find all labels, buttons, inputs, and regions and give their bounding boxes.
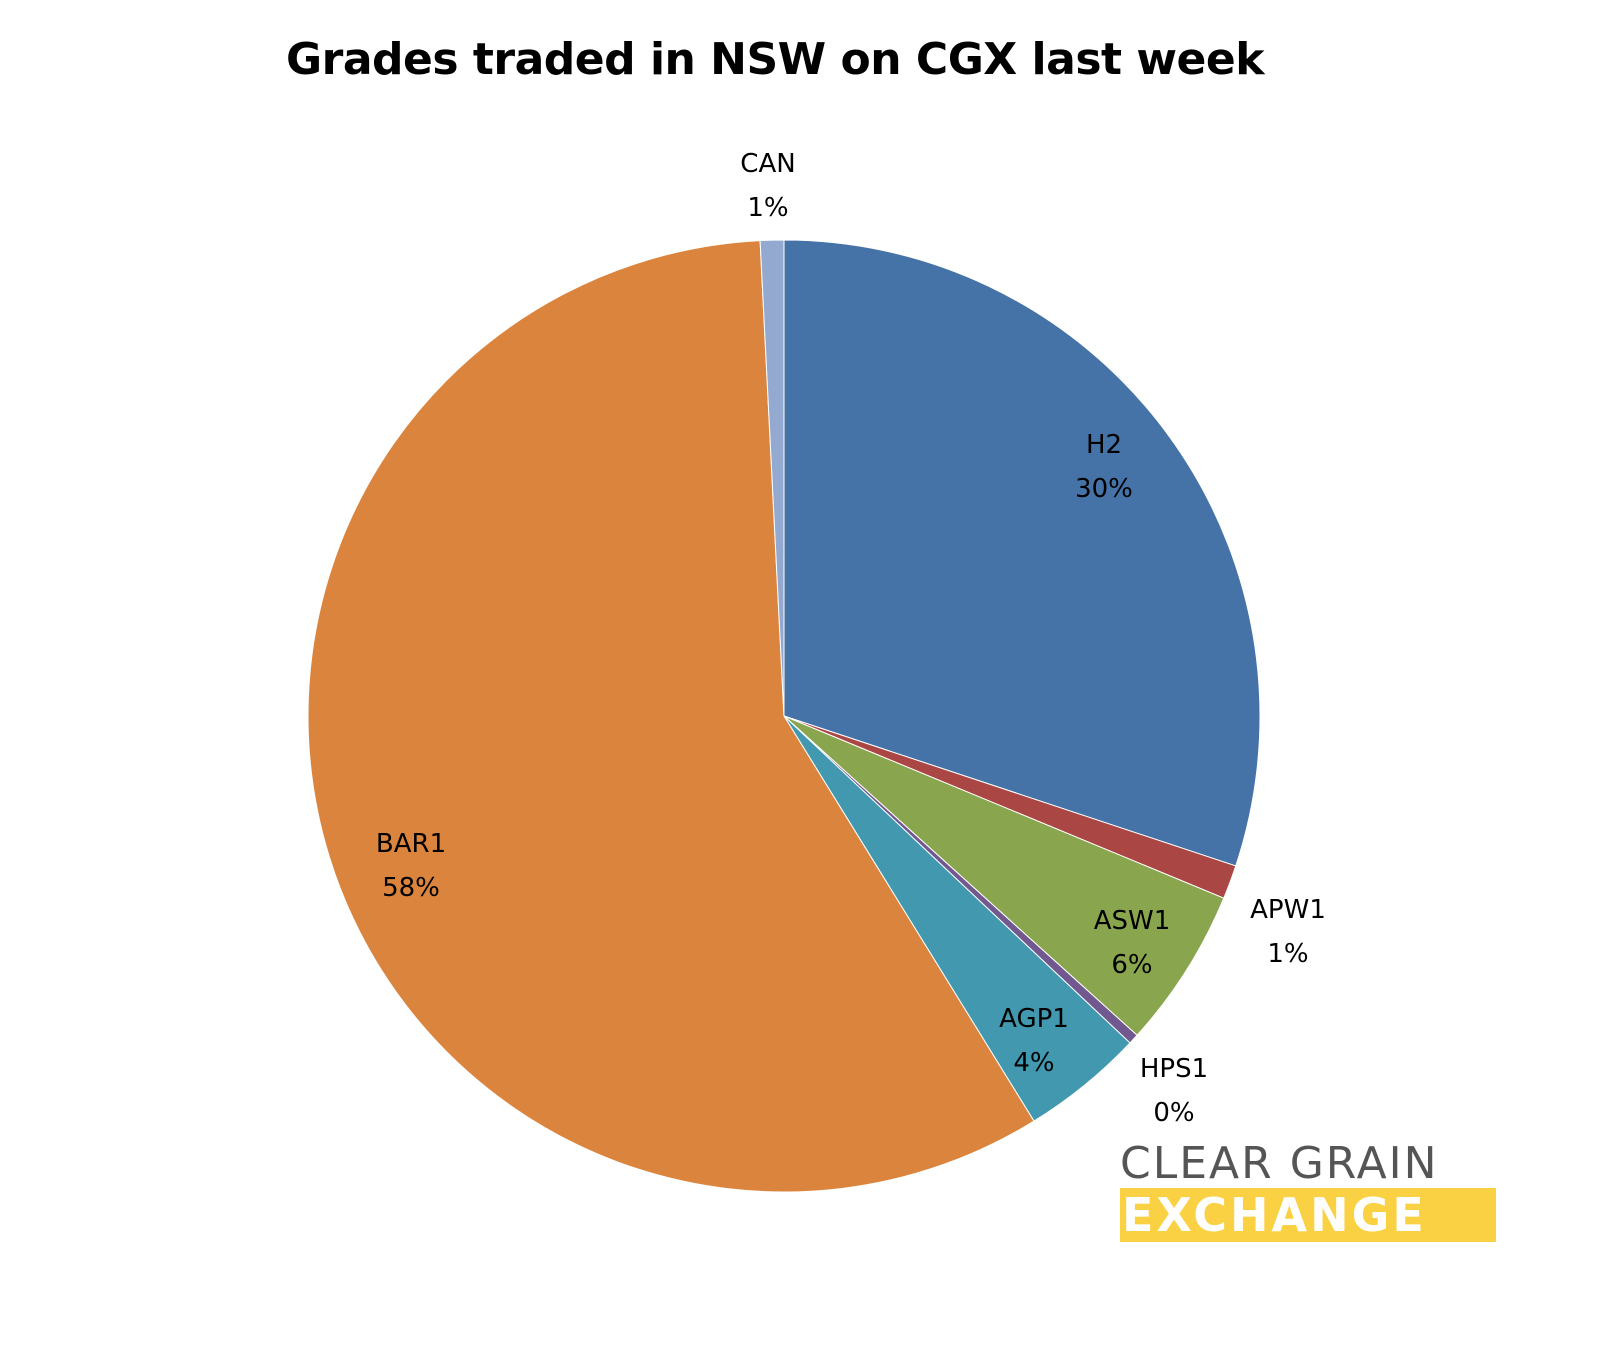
pie-slice-bar1 — [307, 240, 1035, 1193]
label-pct: 58% — [382, 873, 440, 903]
logo-line2: EXCHANGE — [1120, 1188, 1496, 1242]
label-pct: 1% — [1267, 939, 1309, 969]
label-hps1: HPS1 0% — [1140, 1047, 1208, 1135]
label-name: BAR1 — [375, 829, 447, 859]
label-name: HPS1 — [1139, 1054, 1209, 1084]
label-pct: 0% — [1153, 1098, 1195, 1128]
label-asw1: ASW1 6% — [1094, 899, 1171, 987]
label-name: CAN — [740, 149, 796, 179]
pie-slices — [307, 239, 1261, 1193]
label-pct: 1% — [747, 193, 789, 223]
chart-title: Grades traded in NSW on CGX last week — [286, 34, 1264, 85]
pie-slice-can — [759, 239, 785, 717]
label-can: CAN 1% — [740, 142, 795, 230]
logo-line1: CLEAR GRAIN — [1120, 1138, 1439, 1189]
label-name: H2 — [1085, 430, 1123, 460]
label-apw1: APW1 1% — [1250, 888, 1326, 976]
label-agp1: AGP1 4% — [999, 997, 1069, 1085]
pie-slice-h2 — [783, 239, 1261, 867]
pie-slice-asw1 — [783, 715, 1225, 1036]
label-pct: 6% — [1111, 950, 1153, 980]
label-name: AGP1 — [999, 1004, 1069, 1034]
label-pct: 4% — [1013, 1048, 1055, 1078]
clear-grain-exchange-logo: CLEAR GRAIN EXCHANGE — [1120, 1140, 1496, 1242]
label-pct: 30% — [1075, 474, 1133, 504]
label-name: APW1 — [1250, 895, 1326, 925]
label-bar1: BAR1 58% — [376, 822, 446, 910]
label-h2: H2 30% — [1075, 423, 1133, 511]
label-name: ASW1 — [1093, 906, 1171, 936]
